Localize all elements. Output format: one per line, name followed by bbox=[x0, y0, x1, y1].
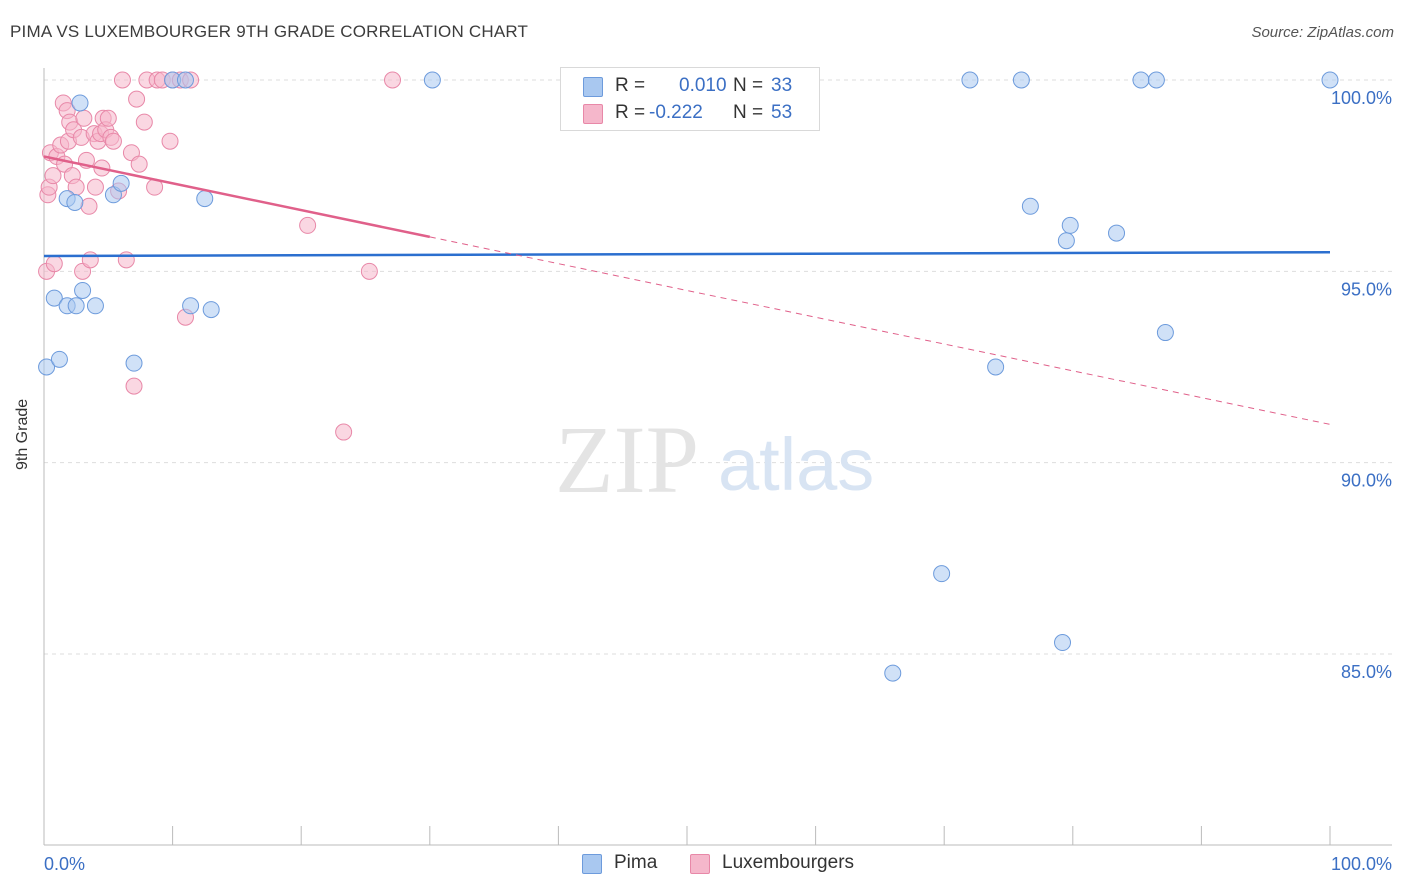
pima-point bbox=[74, 281, 92, 299]
x-tick-label: 0.0% bbox=[44, 854, 85, 874]
pima-r-value: 0.010 bbox=[679, 75, 727, 96]
axes bbox=[43, 68, 1392, 846]
pima-point bbox=[71, 94, 89, 112]
lux-n-label: N = bbox=[733, 102, 764, 123]
pima-point bbox=[961, 71, 979, 89]
pima-point bbox=[125, 354, 143, 372]
luxembourger-point bbox=[130, 155, 148, 173]
pima-r-label: R = bbox=[615, 75, 646, 96]
luxembourger-point bbox=[128, 90, 146, 108]
pima-point bbox=[50, 350, 68, 368]
pima-point bbox=[176, 71, 194, 89]
pima-trend-line bbox=[43, 250, 1331, 258]
luxembourger-trend-extension bbox=[429, 236, 1331, 425]
tick-labels: 100.0% 95.0% 90.0% 85.0% 0.0% 100.0% bbox=[44, 88, 1392, 874]
pima-point bbox=[987, 358, 1005, 376]
y-tick-label: 85.0% bbox=[1341, 662, 1392, 682]
pima-point bbox=[1057, 232, 1075, 250]
chart-title: PIMA VS LUXEMBOURGER 9TH GRADE CORRELATI… bbox=[10, 22, 529, 41]
pima-point bbox=[112, 174, 130, 192]
pima-point bbox=[1061, 216, 1079, 234]
luxembourger-point bbox=[117, 251, 135, 269]
luxembourger-point bbox=[80, 197, 98, 215]
pima-legend-label: Pima bbox=[614, 852, 658, 873]
pima-point bbox=[1132, 71, 1150, 89]
luxembourger-point bbox=[360, 262, 378, 280]
pima-swatch bbox=[583, 77, 603, 97]
pima-point bbox=[884, 664, 902, 682]
grid-lines bbox=[44, 79, 1392, 655]
luxembourger-trend-line bbox=[43, 155, 431, 239]
luxembourger-point bbox=[75, 109, 93, 127]
luxembourger-point bbox=[86, 178, 104, 196]
source-label: Source: ZipAtlas.com bbox=[1251, 24, 1394, 41]
watermark: ZIP atlas bbox=[555, 406, 874, 513]
luxembourger-point bbox=[299, 216, 317, 234]
pima-point bbox=[1321, 71, 1339, 89]
series-legend: Pima Luxembourgers bbox=[0, 852, 1406, 878]
pima-point bbox=[45, 289, 63, 307]
luxembourger-point bbox=[45, 255, 63, 273]
pima-point bbox=[86, 297, 104, 315]
lux-legend-label: Luxembourgers bbox=[722, 852, 855, 873]
pima-point bbox=[196, 190, 214, 208]
y-tick-label: 95.0% bbox=[1341, 279, 1392, 299]
correlation-legend: R = 0.010 N = 33 R = -0.222 N = 53 bbox=[560, 67, 820, 131]
pima-points bbox=[38, 71, 1339, 682]
pima-point bbox=[66, 193, 84, 211]
luxembourger-points bbox=[38, 71, 402, 441]
pima-point bbox=[1108, 224, 1126, 242]
pima-point bbox=[423, 71, 441, 89]
luxembourger-point bbox=[104, 132, 122, 150]
trend-lines bbox=[43, 155, 1331, 425]
pima-point bbox=[1012, 71, 1030, 89]
y-tick-label: 90.0% bbox=[1341, 471, 1392, 491]
luxembourger-point bbox=[125, 377, 143, 395]
pima-n-value: 33 bbox=[771, 75, 793, 96]
luxembourger-point bbox=[113, 71, 131, 89]
pima-point bbox=[1021, 197, 1039, 215]
pima-point bbox=[933, 565, 951, 583]
pima-point bbox=[182, 297, 200, 315]
luxembourger-point bbox=[99, 109, 117, 127]
pima-point bbox=[202, 301, 220, 319]
watermark-zip: ZIP bbox=[555, 406, 699, 513]
luxembourger-point bbox=[161, 132, 179, 150]
luxembourger-point bbox=[44, 167, 62, 185]
lux-legend-swatch bbox=[690, 854, 710, 874]
pima-point bbox=[1054, 634, 1072, 652]
pima-point bbox=[1147, 71, 1165, 89]
pima-point bbox=[1156, 324, 1174, 342]
luxembourger-point bbox=[135, 113, 153, 131]
y-tick-label: 100.0% bbox=[1331, 88, 1392, 108]
luxembourger-point bbox=[335, 423, 353, 441]
watermark-atlas: atlas bbox=[718, 423, 874, 506]
lux-r-label: R = bbox=[615, 102, 646, 123]
luxembourger-point bbox=[81, 251, 99, 269]
lux-n-value: 53 bbox=[771, 102, 793, 123]
pima-point bbox=[67, 297, 85, 315]
pima-point bbox=[38, 358, 56, 376]
pima-n-label: N = bbox=[733, 75, 764, 96]
lux-r-value: -0.222 bbox=[649, 102, 703, 123]
lux-swatch bbox=[583, 104, 603, 124]
x-tick-label: 100.0% bbox=[1331, 854, 1392, 874]
luxembourger-point bbox=[384, 71, 402, 89]
pima-legend-swatch bbox=[582, 854, 602, 874]
